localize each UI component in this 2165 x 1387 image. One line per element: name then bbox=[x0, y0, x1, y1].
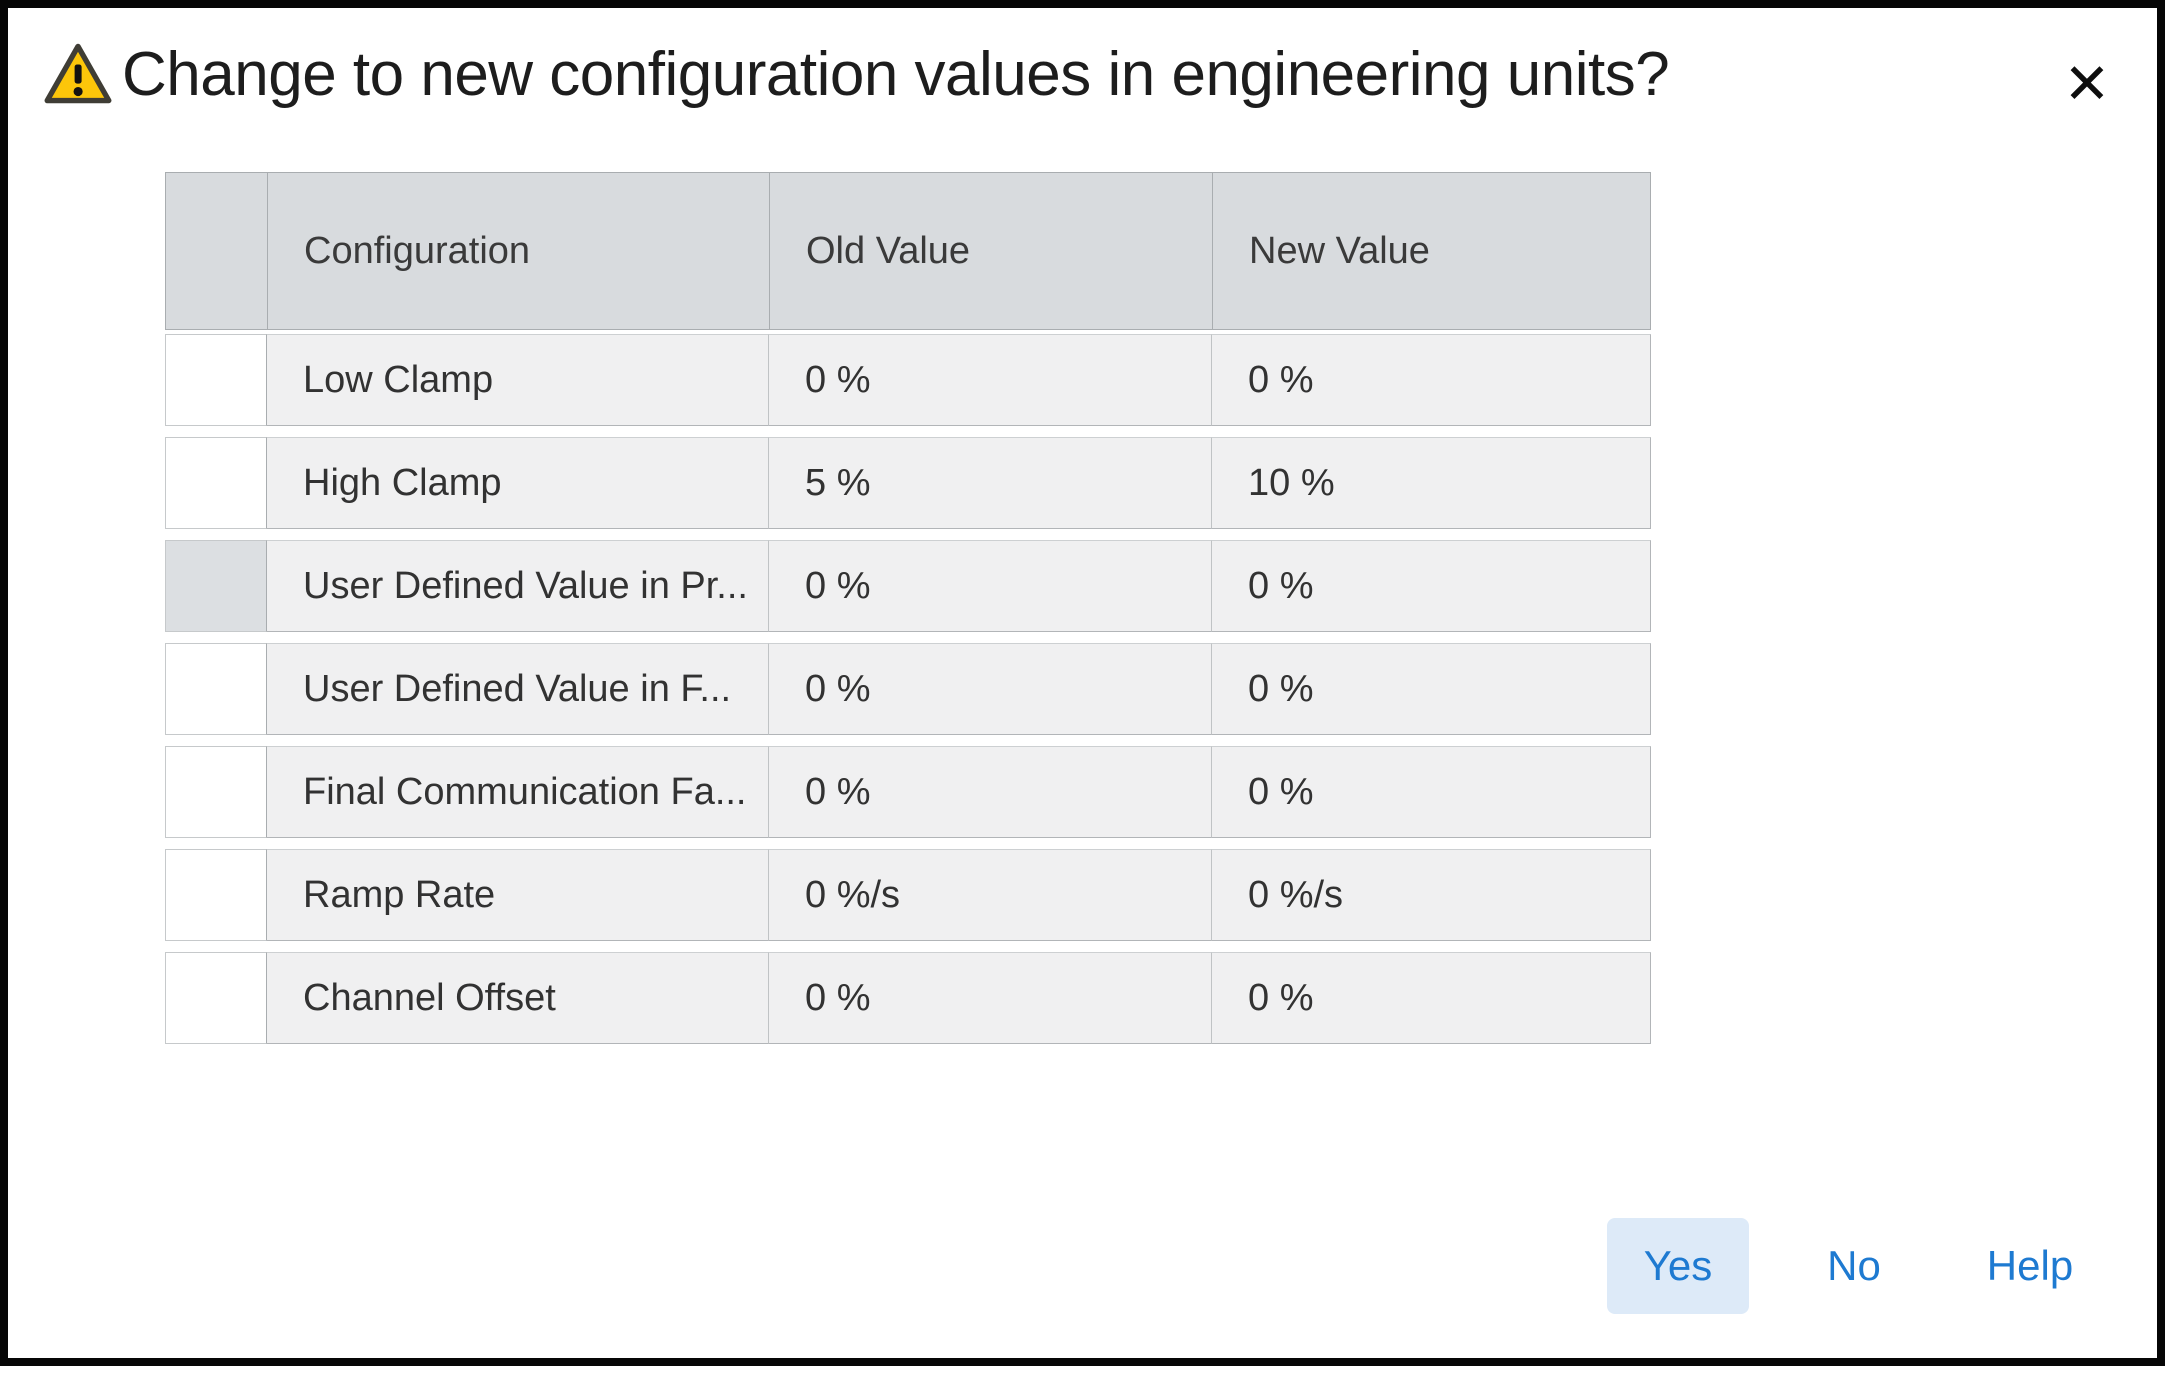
yes-button[interactable]: Yes bbox=[1607, 1218, 1749, 1314]
dialog-title: Change to new configuration values in en… bbox=[122, 39, 1670, 109]
dialog-titlebar: Change to new configuration values in en… bbox=[44, 34, 2127, 114]
old-value-cell: 5 % bbox=[769, 437, 1212, 529]
help-button[interactable]: Help bbox=[1959, 1218, 2101, 1314]
no-button[interactable]: No bbox=[1783, 1218, 1925, 1314]
configuration-cell: Ramp Rate bbox=[267, 849, 769, 941]
warning-icon bbox=[44, 43, 112, 104]
configuration-cell: Channel Offset bbox=[267, 952, 769, 1044]
close-icon[interactable]: ✕ bbox=[2047, 44, 2127, 124]
row-selector[interactable] bbox=[165, 746, 267, 838]
table-row[interactable]: Ramp Rate 0 %/s 0 %/s bbox=[165, 849, 1651, 941]
configuration-table: Configuration Old Value New Value Low Cl… bbox=[165, 172, 1651, 1044]
row-selector[interactable] bbox=[165, 643, 267, 735]
new-value-cell: 0 % bbox=[1212, 540, 1651, 632]
new-value-cell: 10 % bbox=[1212, 437, 1651, 529]
old-value-cell: 0 %/s bbox=[769, 849, 1212, 941]
configuration-cell: User Defined Value in Pr... bbox=[267, 540, 769, 632]
column-header-new-value: New Value bbox=[1249, 229, 1430, 272]
new-value-cell: 0 % bbox=[1212, 643, 1651, 735]
row-selector[interactable] bbox=[165, 437, 267, 529]
table-row[interactable]: Low Clamp 0 % 0 % bbox=[165, 334, 1651, 426]
column-header-configuration: Configuration bbox=[268, 173, 770, 329]
table-row[interactable]: Final Communication Fa... 0 % 0 % bbox=[165, 746, 1651, 838]
dialog-buttons: Yes No Help bbox=[1607, 1216, 2101, 1316]
row-selector[interactable] bbox=[165, 849, 267, 941]
old-value-cell: 0 % bbox=[769, 952, 1212, 1044]
old-value-cell: 0 % bbox=[769, 540, 1212, 632]
new-value-cell: 0 % bbox=[1212, 746, 1651, 838]
row-selector[interactable] bbox=[165, 334, 267, 426]
table-row[interactable]: User Defined Value in Pr... 0 % 0 % bbox=[165, 540, 1651, 632]
new-value-cell: 0 %/s bbox=[1212, 849, 1651, 941]
old-value-cell: 0 % bbox=[769, 334, 1212, 426]
table-row[interactable]: High Clamp 5 % 10 % bbox=[165, 437, 1651, 529]
old-value-cell: 0 % bbox=[769, 746, 1212, 838]
column-header-selector bbox=[166, 173, 268, 329]
row-selector[interactable] bbox=[165, 952, 267, 1044]
new-value-cell: 0 % bbox=[1212, 334, 1651, 426]
column-header-old-value: Old Value bbox=[770, 173, 1213, 329]
new-value-cell: 0 % bbox=[1212, 952, 1651, 1044]
table-header-row: Configuration Old Value New Value bbox=[165, 172, 1651, 330]
configuration-cell: High Clamp bbox=[267, 437, 769, 529]
configuration-cell: User Defined Value in F... bbox=[267, 643, 769, 735]
old-value-cell: 0 % bbox=[769, 643, 1212, 735]
configuration-cell: Low Clamp bbox=[267, 334, 769, 426]
table-row[interactable]: Channel Offset 0 % 0 % bbox=[165, 952, 1651, 1044]
table-row[interactable]: User Defined Value in F... 0 % 0 % bbox=[165, 643, 1651, 735]
row-selector[interactable] bbox=[165, 540, 267, 632]
configuration-cell: Final Communication Fa... bbox=[267, 746, 769, 838]
